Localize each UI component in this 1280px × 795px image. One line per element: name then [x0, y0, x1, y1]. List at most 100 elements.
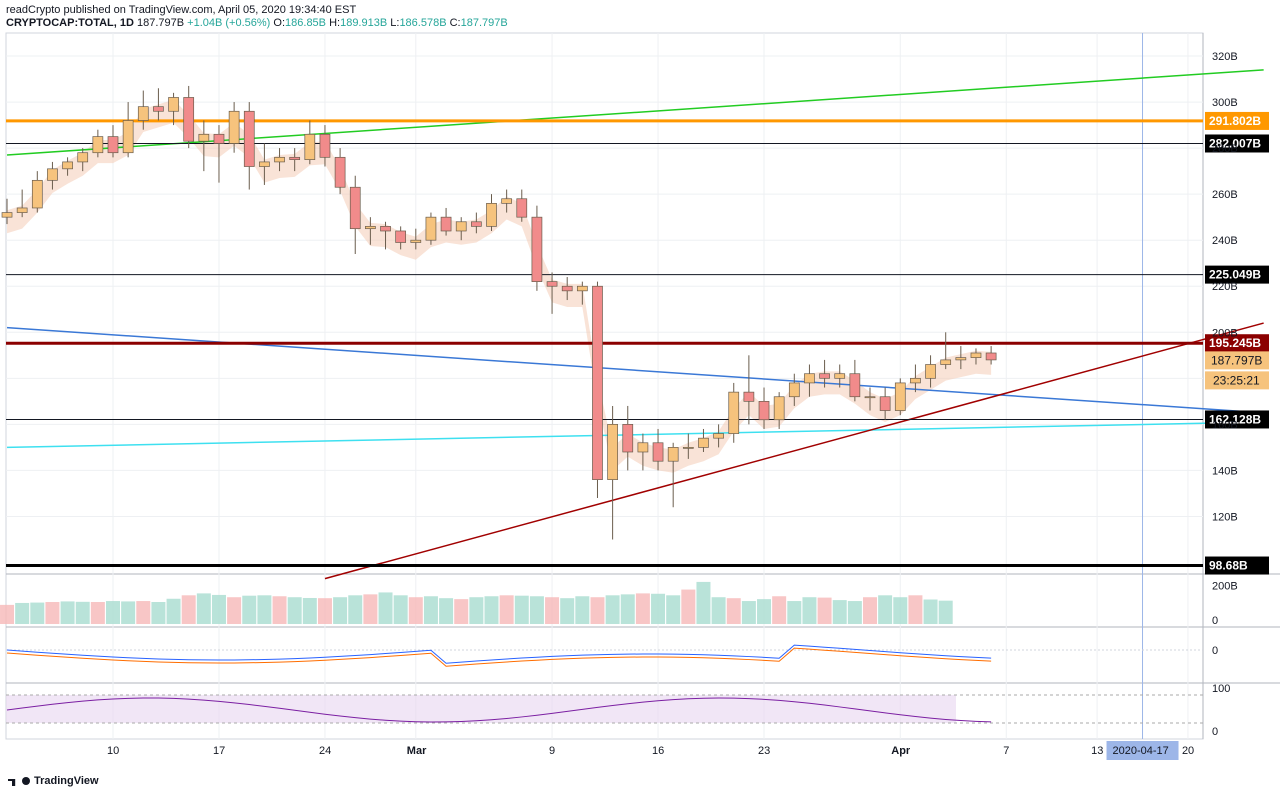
candle[interactable]: [425, 216, 437, 241]
candle[interactable]: [153, 106, 164, 112]
candle[interactable]: [1, 212, 13, 218]
rsi-line: [6, 697, 992, 723]
candle[interactable]: [274, 156, 285, 163]
candle[interactable]: [970, 352, 982, 358]
trendline-blue[interactable]: [6, 326, 1264, 414]
volume-bar: [893, 597, 908, 624]
volume-bar: [15, 602, 30, 624]
level-label-bg: [1205, 410, 1269, 429]
candle[interactable]: [289, 156, 301, 160]
candle[interactable]: [228, 110, 240, 144]
volume-bar: [696, 581, 711, 624]
trendline-darkred[interactable]: [324, 322, 1264, 580]
volume-bar: [757, 599, 772, 624]
candle[interactable]: [910, 377, 921, 384]
candle[interactable]: [410, 239, 422, 243]
last-price: 187.797B: [137, 17, 185, 29]
level-label-bg: [1205, 556, 1269, 575]
candle[interactable]: [455, 221, 467, 232]
candle[interactable]: [637, 442, 649, 453]
volume-bar: [60, 601, 75, 624]
candle[interactable]: [395, 230, 407, 243]
x-tick-label: Apr: [891, 745, 911, 757]
candle[interactable]: [183, 97, 195, 142]
candle[interactable]: [486, 203, 497, 227]
candle[interactable]: [652, 442, 664, 462]
candle[interactable]: [834, 373, 846, 379]
candle[interactable]: [788, 382, 800, 398]
candle[interactable]: [925, 364, 936, 379]
candle[interactable]: [849, 373, 861, 398]
candle[interactable]: [607, 424, 618, 480]
candle[interactable]: [92, 136, 104, 154]
candle[interactable]: [47, 168, 58, 181]
candle[interactable]: [985, 352, 997, 361]
candle[interactable]: [713, 433, 724, 439]
candle[interactable]: [879, 396, 891, 411]
candle[interactable]: [243, 110, 255, 167]
volume-bar: [620, 594, 635, 624]
candle[interactable]: [31, 179, 43, 209]
volume-bar: [484, 596, 499, 624]
candle[interactable]: [546, 281, 558, 287]
volume-bar: [423, 596, 438, 624]
volume-bar: [181, 595, 196, 624]
candle[interactable]: [77, 152, 89, 163]
candle[interactable]: [516, 198, 528, 218]
candle[interactable]: [819, 373, 830, 379]
candle[interactable]: [743, 391, 755, 402]
candle[interactable]: [682, 447, 694, 449]
trendline-cyan[interactable]: [7, 421, 1264, 449]
candle[interactable]: [213, 133, 225, 144]
candle[interactable]: [107, 136, 119, 154]
candle[interactable]: [592, 285, 603, 480]
volume-bar: [166, 598, 181, 624]
tradingview-logo-dot-icon: [22, 777, 30, 785]
candle[interactable]: [319, 133, 331, 158]
candle[interactable]: [365, 226, 376, 230]
candle[interactable]: [440, 216, 452, 232]
footer-brand[interactable]: TradingView: [8, 775, 99, 787]
volume-bar: [106, 601, 120, 624]
candle[interactable]: [380, 226, 391, 232]
candle[interactable]: [16, 207, 28, 213]
candle[interactable]: [168, 97, 179, 112]
level-label-bg: [1205, 111, 1269, 130]
candle[interactable]: [773, 396, 785, 421]
candle[interactable]: [137, 106, 149, 121]
candle[interactable]: [667, 447, 679, 462]
candle[interactable]: [531, 216, 543, 282]
volume-bar: [242, 595, 257, 624]
candle[interactable]: [471, 221, 482, 227]
volume-bar: [772, 596, 787, 624]
volume-bar: [681, 589, 696, 624]
volume-axis-label: 200B: [1212, 581, 1238, 593]
volume-bar: [590, 597, 605, 624]
candle[interactable]: [955, 357, 967, 361]
candle[interactable]: [561, 285, 573, 292]
symbol-name[interactable]: CRYPTOCAP:TOTAL, 1D: [6, 17, 134, 29]
candle[interactable]: [728, 391, 740, 434]
candle[interactable]: [259, 161, 270, 167]
macd-axis-label: 0: [1212, 645, 1218, 657]
volume-bar: [802, 597, 817, 624]
candle[interactable]: [304, 133, 316, 160]
candle[interactable]: [758, 400, 770, 421]
candle[interactable]: [864, 396, 876, 399]
candle[interactable]: [894, 382, 906, 411]
candle[interactable]: [804, 373, 815, 384]
countdown-label: 23:25:21: [1213, 373, 1260, 387]
candle[interactable]: [349, 186, 361, 230]
candle[interactable]: [334, 156, 346, 188]
candle[interactable]: [198, 133, 210, 142]
candle[interactable]: [122, 120, 134, 154]
candle[interactable]: [62, 161, 73, 170]
candle[interactable]: [698, 437, 709, 448]
candle[interactable]: [576, 285, 588, 292]
trendline-green[interactable]: [6, 69, 1264, 156]
candle[interactable]: [501, 198, 512, 204]
date-marker-bg: [1106, 741, 1179, 760]
candle[interactable]: [622, 424, 634, 453]
candle[interactable]: [940, 359, 952, 365]
